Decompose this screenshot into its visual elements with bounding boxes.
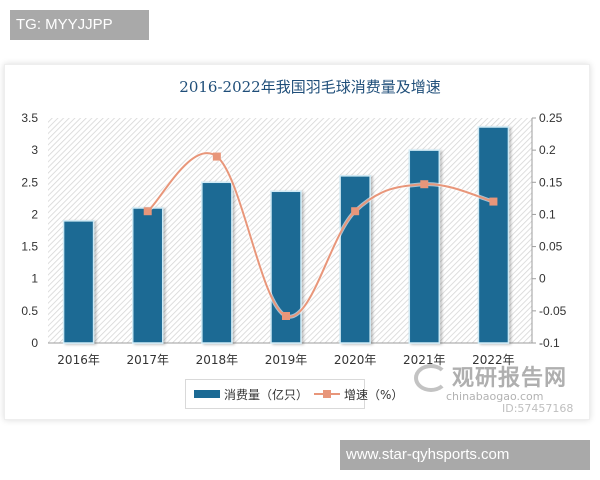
left-axis-tick: 1.5 [21,240,38,254]
line-marker [489,197,498,206]
right-axis-tick: 0.15 [539,175,563,189]
x-axis-tick: 2018年 [196,353,239,367]
x-axis-labels: 2016年 2017年 2018年 2019年 2020年 2021年 2022年 [57,353,514,367]
right-axis-tick: 0.1 [539,207,556,221]
legend-item-growth: 增速（%） [314,386,403,403]
line-marker [351,207,360,216]
line-marker-swatch-icon [314,389,341,399]
right-axis-tick: 0.25 [539,111,563,125]
bar-2019年 [270,190,302,344]
bottom-url-banner: www.star-qyhsports.com [340,440,590,470]
right-axis-tick: 0 [539,272,546,286]
watermark-url: chinabaogao.com [446,390,544,403]
watermark-logo-icon [414,364,448,392]
x-axis-tick: 2016年 [57,353,100,367]
left-axis-tick: 2.5 [21,175,38,189]
left-axis-tick: 0.5 [21,304,38,318]
right-axis-tick: 0.05 [539,240,563,254]
x-axis-tick: 2022年 [472,353,515,367]
x-axis-tick: 2017年 [126,353,169,367]
left-axis-tick: 2 [31,207,38,221]
chart-legend: 消费量（亿只） 增速（%） [185,379,403,409]
line-series [143,151,498,320]
x-axis-tick: 2021年 [403,353,446,367]
right-axis-tick: -0.1 [539,336,560,350]
legend-line-label: 增速（%） [344,387,404,402]
left-axis-tick: 0 [31,336,38,350]
chart-title: 2016-2022年我国羽毛球消费量及增速 [179,78,441,96]
line-marker [420,180,429,189]
watermark: 观研报告网 chinabaogao.com ID:57457168 [412,360,592,416]
left-y-axis: 0 0.5 1 1.5 2 2.5 3 3.5 [21,111,38,350]
bar-swatch-icon [194,390,220,398]
top-tag-banner: TG: MYYJJPP [10,10,149,40]
legend-item-consumption: 消费量（亿只） [194,386,308,403]
watermark-id: ID:57457168 [502,402,574,415]
right-y-axis: -0.1 -0.05 0 0.05 0.1 0.15 0.2 0.25 [531,111,567,350]
bar-2018年 [201,181,233,344]
left-axis-tick: 3.5 [21,111,38,125]
bar-series [62,126,510,344]
line-marker [143,207,152,216]
bar-2022年 [477,126,510,344]
bar-2021年 [408,149,441,344]
x-axis-tick: 2020年 [334,353,377,367]
left-axis-tick: 3 [31,143,38,157]
bar-2017年 [131,207,164,344]
left-axis-tick: 1 [31,272,38,286]
bar-2016年 [62,220,95,344]
x-axis-tick: 2019年 [265,353,308,367]
line-marker [282,312,290,320]
watermark-name: 观研报告网 [452,366,568,391]
right-axis-tick: 0.2 [539,143,556,157]
line-marker [212,152,221,161]
right-axis-tick: -0.05 [539,304,567,318]
legend-bar-label: 消费量（亿只） [224,387,309,402]
